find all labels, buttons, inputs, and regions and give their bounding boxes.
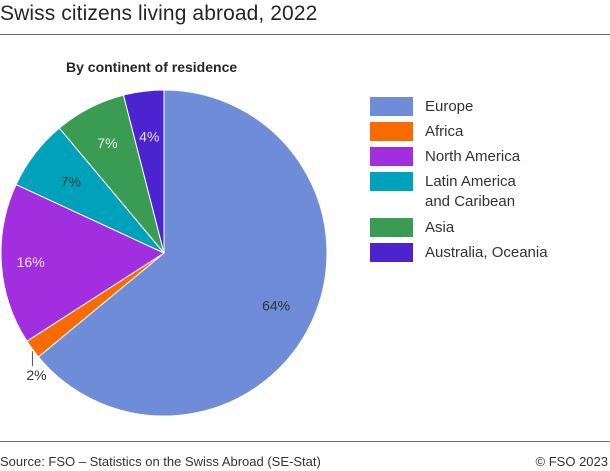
legend-swatch-north-america xyxy=(370,147,413,166)
data-label-latin-america: 7% xyxy=(61,174,81,190)
legend-item-africa: Africa xyxy=(370,122,463,141)
legend-swatch-europe xyxy=(370,97,413,116)
data-label-north-america: 16% xyxy=(17,254,45,270)
legend-label-oceania: Australia, Oceania xyxy=(425,244,548,261)
legend-item-latin-america: Latin America and Caribean xyxy=(370,172,516,210)
source-note: Source: FSO – Statistics on the Swiss Ab… xyxy=(0,454,321,469)
legend-label-latin-america: Latin America and Caribean xyxy=(425,173,516,210)
pie-slice-north-america xyxy=(0,183,166,342)
copyright-note: © FSO 2023 xyxy=(535,454,608,469)
data-label-africa: 2% xyxy=(26,367,46,383)
pie-slice-europe xyxy=(37,89,328,417)
legend-label-north-america: North America xyxy=(425,148,521,165)
pie-slice-oceania xyxy=(122,89,165,254)
legend-item-oceania: Australia, Oceania xyxy=(370,243,548,262)
title-divider xyxy=(0,34,610,35)
legend-item-north-america: North America xyxy=(370,147,520,166)
data-label-europe: 64% xyxy=(262,298,290,314)
legend-swatch-latin-america xyxy=(370,172,413,191)
legend-swatch-asia xyxy=(370,218,413,237)
chart-title: Swiss citizens living abroad, 2022 xyxy=(0,2,318,25)
legend-label-africa: Africa xyxy=(425,123,464,140)
legend-swatch-oceania xyxy=(370,243,413,262)
legend-item-europe: Europe xyxy=(370,97,473,116)
chart-subtitle: By continent of residence xyxy=(66,59,238,75)
data-label-asia: 7% xyxy=(97,135,117,151)
legend-label-asia: Asia xyxy=(425,219,455,236)
pie-chart: 64% 2% 16% 7% 7% 4% xyxy=(0,89,328,417)
legend-item-asia: Asia xyxy=(370,218,454,237)
footer-divider xyxy=(0,441,610,442)
legend-label-europe: Europe xyxy=(425,98,474,115)
data-label-oceania: 4% xyxy=(139,129,159,145)
legend-swatch-africa xyxy=(370,122,413,141)
